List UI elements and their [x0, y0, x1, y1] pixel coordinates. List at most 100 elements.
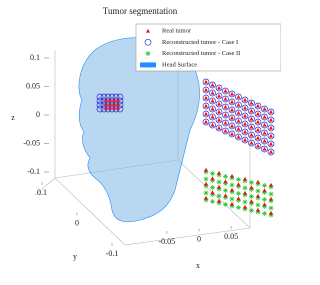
marker-circle — [228, 90, 236, 98]
y-axis-label: y — [73, 252, 77, 261]
marker-circle — [104, 93, 112, 101]
marker-circle — [202, 86, 210, 94]
legend-label: Real tumor — [162, 27, 192, 34]
marker-triangle — [210, 98, 215, 103]
x-tick-label: 0 — [197, 234, 201, 243]
marker-triangle — [269, 149, 273, 154]
marker-star — [236, 191, 241, 196]
marker-circle — [241, 136, 249, 144]
marker-star — [145, 51, 151, 57]
marker-triangle — [217, 85, 221, 90]
marker-triangle — [269, 141, 273, 146]
marker-star — [229, 182, 235, 188]
marker-circle — [235, 109, 242, 117]
z-tick-label: 0.1 — [30, 53, 40, 62]
marker-triangle — [204, 103, 208, 108]
marker-circle — [235, 93, 242, 101]
marker-star — [223, 188, 228, 193]
marker-star — [210, 192, 215, 197]
marker-circle — [248, 131, 255, 139]
marker-star — [255, 202, 261, 208]
marker-triangle — [108, 105, 112, 110]
marker-circle — [144, 38, 152, 46]
marker-circle — [261, 145, 268, 153]
marker-triangle — [104, 97, 108, 102]
marker-triangle — [262, 114, 267, 119]
legend-box — [135, 23, 281, 72]
marker-triangle — [116, 101, 120, 106]
marker-circle — [254, 102, 262, 110]
marker-star — [210, 171, 215, 176]
marker-circle — [254, 142, 262, 150]
marker-triangle — [223, 128, 228, 133]
marker-triangle — [236, 94, 241, 99]
marker-surface — [140, 62, 156, 68]
marker-star — [255, 195, 261, 201]
marker-triangle — [249, 108, 254, 113]
marker-circle — [267, 140, 275, 148]
marker-circle — [202, 102, 210, 110]
marker-circle — [228, 106, 236, 114]
marker-triangle — [256, 143, 260, 148]
marker-star — [203, 176, 209, 182]
marker-star — [268, 184, 274, 190]
marker-circle — [100, 93, 108, 101]
marker-star — [236, 205, 241, 210]
marker-circle — [222, 119, 229, 127]
marker-circle — [241, 96, 249, 104]
marker-triangle — [223, 112, 228, 117]
marker-star — [229, 196, 235, 202]
marker-triangle — [217, 170, 221, 175]
marker-triangle — [249, 132, 254, 137]
marker-circle — [215, 92, 223, 100]
marker-circle — [254, 118, 262, 126]
marker-circle — [228, 122, 236, 130]
marker-triangle — [204, 119, 208, 124]
marker-circle — [202, 110, 210, 118]
marker-star — [229, 175, 235, 181]
marker-triangle — [269, 133, 273, 138]
marker-triangle — [243, 137, 247, 142]
marker-star — [216, 186, 222, 192]
marker-star — [249, 201, 254, 206]
marker-triangle — [223, 88, 228, 93]
marker-star — [262, 197, 267, 202]
legend-label: Reconstructed tumor - Case I — [162, 39, 238, 46]
marker-triangle — [243, 190, 247, 195]
marker-star — [236, 184, 241, 189]
legend-label: Head Surface — [162, 61, 197, 68]
marker-circle — [222, 103, 229, 111]
marker-triangle — [112, 105, 116, 110]
marker-star — [203, 183, 209, 189]
marker-circle — [108, 93, 116, 101]
marker-triangle — [230, 91, 234, 96]
marker-triangle — [236, 118, 241, 123]
marker-circle — [248, 123, 255, 131]
marker-star — [249, 180, 254, 185]
marker-circle — [261, 113, 268, 121]
marker-circle — [241, 128, 249, 136]
marker-triangle — [249, 140, 254, 145]
marker-circle — [254, 110, 262, 118]
marker-circle — [96, 105, 104, 113]
marker-circle — [215, 116, 223, 124]
marker-circle — [116, 93, 124, 101]
marker-circle — [248, 115, 255, 123]
marker-triangle — [108, 101, 112, 106]
marker-circle — [215, 108, 223, 116]
marker-circle — [215, 124, 223, 132]
marker-circle — [267, 132, 275, 140]
marker-star — [268, 191, 274, 197]
marker-triangle — [116, 97, 120, 102]
marker-circle — [261, 105, 268, 113]
y-tick-label: 0.1 — [37, 188, 47, 197]
chart-title: Tumor segmentation — [103, 6, 178, 16]
marker-circle — [241, 104, 249, 112]
marker-star — [223, 202, 228, 207]
marker-star — [229, 189, 235, 195]
marker-triangle — [223, 193, 228, 198]
marker-circle — [235, 125, 242, 133]
z-tick-label: -0.1 — [27, 167, 40, 176]
marker-triangle — [249, 124, 254, 129]
